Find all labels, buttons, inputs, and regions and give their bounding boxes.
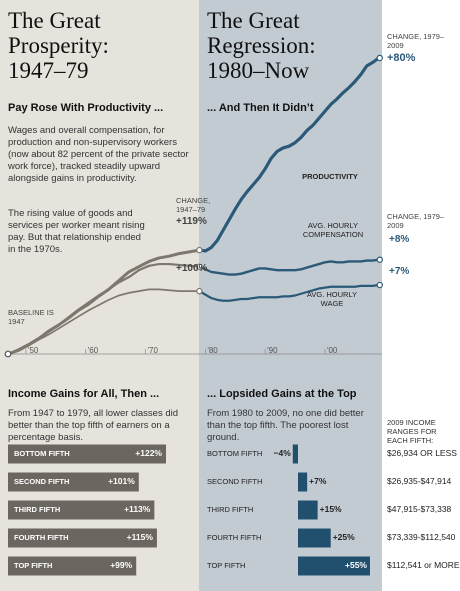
wage-1979-point: [196, 287, 203, 295]
change-1979-2009-header-2: CHANGE, 1979–2009: [387, 212, 445, 230]
compensation-change-late: +8%: [389, 234, 410, 245]
wage-line-1979-2009: [198, 283, 379, 302]
left-body-paragraph-1: Wages and overall compensation, for prod…: [8, 125, 189, 184]
x-tick-label-1960: '60: [88, 346, 99, 355]
compensation-series-label: AVG. HOURLY COMPENSATION: [297, 221, 369, 239]
late-bar-category-3: THIRD FIFTH: [207, 505, 254, 514]
series-lines: [4, 54, 383, 358]
early-bar-category-4: FOURTH FIFTH: [14, 533, 69, 542]
late-bar-3: [298, 500, 318, 520]
wage-series-label: AVG. HOURLY WAGE: [300, 290, 364, 308]
early-bar-category-1: BOTTOM FIFTH: [14, 449, 70, 458]
baseline-label: BASELINE IS 1947: [8, 308, 54, 326]
left-title-line-1: The Great: [8, 8, 101, 33]
income-range-5: $112,541 or MORE: [387, 560, 460, 570]
late-bar-2: [298, 472, 308, 492]
early-bar-category-2: SECOND FIFTH: [14, 477, 70, 486]
change-1979-2009-header: CHANGE, 1979–2009: [387, 32, 445, 50]
change-1947-79-header: CHANGE, 1947–79: [176, 196, 211, 214]
compensation-line-1979-2009: [198, 258, 379, 276]
right-title-line-2: Regression:: [207, 33, 316, 58]
left-body-paragraph-2: The rising value of goods and services p…: [8, 208, 145, 255]
late-bar-value-1: −4%: [273, 448, 291, 458]
late-bar-value-4: +25%: [332, 532, 355, 542]
income-ranges-heading: 2009 INCOME RANGES FOR EACH FIFTH:: [387, 418, 437, 445]
early-bar-value-5: +99%: [110, 560, 133, 570]
right-title-line-3: 1980–Now: [207, 58, 310, 83]
x-axis-ticks: '50 '60 '70 '80 '90 '00: [8, 346, 382, 355]
early-bar-2: [8, 472, 139, 492]
early-bar-5: [8, 556, 137, 576]
early-bar-value-4: +115%: [126, 532, 153, 542]
late-bar-value-3: +15%: [319, 504, 342, 514]
compensation-end-point: [376, 256, 383, 263]
wage-label-text: AVG. HOURLY WAGE: [306, 290, 358, 308]
income-range-1: $26,934 OR LESS: [387, 448, 457, 458]
productivity-line-1979-2009: [199, 56, 380, 253]
left-title-line-3: 1947–79: [8, 58, 89, 83]
compensation-line-1947-79: [7, 262, 200, 356]
compensation-label-text: AVG. HOURLY COMPENSATION: [302, 221, 364, 239]
x-tick-label-2000: '00: [327, 346, 338, 355]
productivity-series-label: PRODUCTIVITY: [295, 172, 365, 181]
income-range-4: $73,339-$112,540: [387, 532, 456, 542]
late-bar-category-1: BOTTOM FIFTH: [207, 449, 263, 458]
left-section-heading: Pay Rose With Productivity ...: [8, 102, 164, 114]
right-title: The Great Regression: 1980–Now: [207, 8, 316, 83]
wage-end-point: [376, 281, 383, 289]
late-bar-category-4: FOURTH FIFTH: [207, 533, 262, 542]
productivity-change-late: +80%: [387, 52, 416, 64]
productivity-change-early: +119%: [176, 216, 207, 227]
early-bar-value-3: +113%: [124, 504, 151, 514]
early-bar-4: [8, 528, 157, 548]
left-title-line-2: Prosperity:: [8, 33, 109, 58]
compensation-change-early: +100%: [176, 263, 208, 274]
late-bar-category-2: SECOND FIFTH: [207, 477, 263, 486]
income-range-2: $26,935-$47,914: [387, 476, 452, 486]
early-bar-value-2: +101%: [108, 476, 135, 486]
right-bars-heading: ... Lopsided Gains at the Top: [207, 388, 357, 400]
wage-line-1947-79: [7, 288, 200, 355]
early-bar-3: [8, 500, 155, 520]
right-bars-note: From 1980 to 2009, no one did better tha…: [207, 408, 364, 443]
left-bars-heading: Income Gains for All, Then ...: [8, 388, 160, 400]
wage-change-late: +7%: [389, 266, 410, 277]
left-bars-note: From 1947 to 1979, all lower classes did…: [8, 408, 179, 443]
early-bar-category-3: THIRD FIFTH: [14, 505, 61, 514]
x-tick-label-1970: '70: [148, 346, 159, 355]
x-tick-label-1980: '80: [207, 346, 218, 355]
compensation-1979-point: [196, 263, 203, 270]
late-bar-5: [298, 556, 370, 576]
late-bar-value-2: +7%: [309, 476, 327, 486]
income-range-3: $47,915-$73,338: [387, 504, 452, 514]
left-title: The Great Prosperity: 1947–79: [8, 8, 109, 83]
productivity-1979-point: [196, 246, 203, 254]
late-bar-category-5: TOP FIFTH: [207, 561, 246, 570]
late-bar-4: [298, 528, 331, 548]
productivity-end-point: [376, 54, 383, 62]
x-tick-label-1950: '50: [28, 346, 39, 355]
right-section-heading: ... And Then It Didn’t: [207, 102, 314, 114]
income-bars: [8, 444, 370, 576]
early-bar-value-1: +122%: [135, 448, 162, 458]
early-bar-category-5: TOP FIFTH: [14, 561, 53, 570]
productivity-label-text: PRODUCTIVITY: [302, 172, 358, 181]
baseline-point: [4, 350, 12, 358]
x-tick-label-1990: '90: [267, 346, 278, 355]
right-title-line-1: The Great: [207, 8, 300, 33]
late-bar-value-5: +55%: [345, 560, 367, 570]
early-bar-1: [8, 444, 166, 464]
late-bar-1: [292, 444, 298, 464]
